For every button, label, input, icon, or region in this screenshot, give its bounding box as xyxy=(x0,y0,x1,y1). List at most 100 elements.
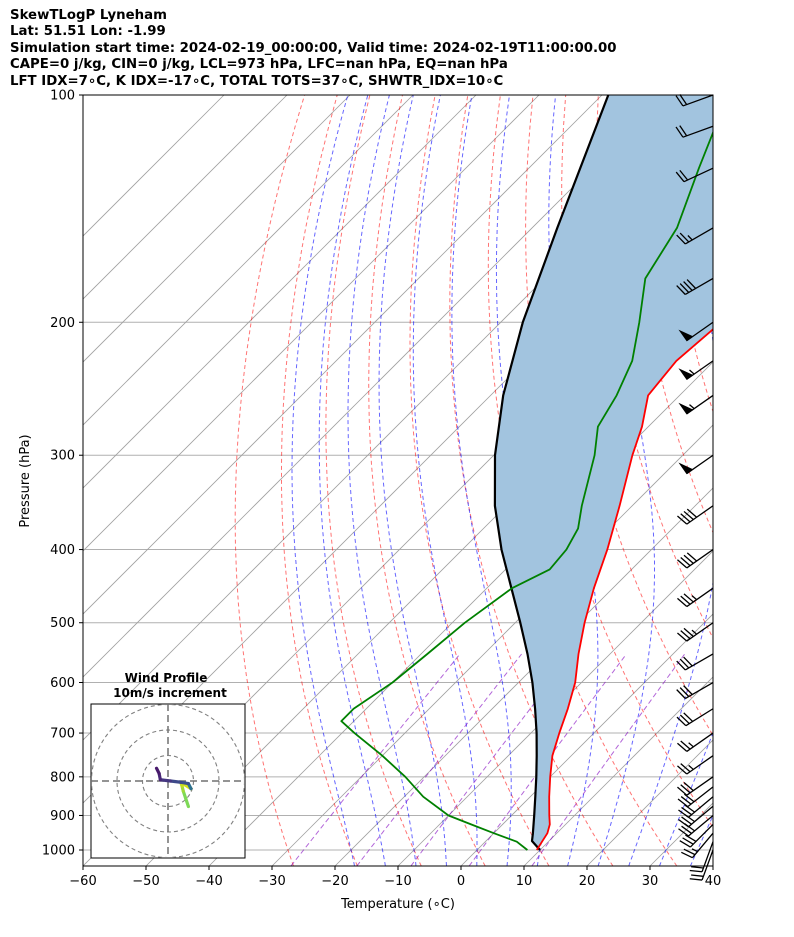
wind-barb xyxy=(676,653,714,671)
stability-indices-2: LFT IDX=7∘C, K IDX=-17∘C, TOTAL TOTS=37∘… xyxy=(10,73,504,89)
mixing-ratio-line xyxy=(290,653,461,866)
dry-adiabat-line xyxy=(449,95,614,866)
isotherm-line xyxy=(83,95,477,489)
wind-barb xyxy=(677,776,714,796)
y-tick-label: 1000 xyxy=(42,844,75,859)
wind-barb xyxy=(678,454,714,475)
x-tick-label: 40 xyxy=(705,874,722,889)
isotherm-line xyxy=(460,613,713,866)
wind-barb xyxy=(676,277,714,296)
dry-adiabat-line xyxy=(368,95,486,866)
x-tick-label: −60 xyxy=(69,874,96,889)
moist-adiabat-line xyxy=(378,95,447,866)
wind-barb xyxy=(676,681,714,700)
wind-barb xyxy=(689,841,714,873)
x-tick-label: −10 xyxy=(384,874,411,889)
dry-adiabat-line xyxy=(325,95,422,866)
chart-header: SkewTLogP Lyneham Lat: 51.51 Lon: -1.99 … xyxy=(10,8,617,90)
wind-barb xyxy=(679,823,714,848)
wind-barb xyxy=(678,321,714,342)
dry-adiabat-line xyxy=(234,95,306,866)
dry-adiabat-line xyxy=(409,95,550,866)
y-tick-label: 100 xyxy=(50,89,75,104)
wind-barb xyxy=(676,227,714,245)
station-coordinates: Lat: 51.51 Lon: -1.99 xyxy=(10,24,166,40)
dry-adiabat-line xyxy=(281,95,358,866)
x-tick-label: 30 xyxy=(642,874,659,889)
wind-barb xyxy=(678,394,714,415)
wind-barb xyxy=(675,125,714,138)
x-tick-label: −30 xyxy=(258,874,285,889)
wind-barb xyxy=(676,708,714,727)
x-axis-ticks: −60 −50 −40 −30 −20 −10 0 10 20 30 40 xyxy=(69,866,721,889)
sounding-profiles xyxy=(340,95,713,851)
wind-barbs xyxy=(675,93,714,881)
hodograph-title: Wind Profile xyxy=(125,671,208,685)
station-title: SkewTLogP Lyneham xyxy=(10,8,167,23)
isotherm-line xyxy=(397,550,713,866)
mixing-ratio-line xyxy=(468,653,627,866)
x-tick-label: 0 xyxy=(457,874,465,889)
isotherm-line xyxy=(523,676,713,866)
x-tick-label: 20 xyxy=(579,874,596,889)
isotherm-line xyxy=(776,95,794,866)
y-tick-label: 800 xyxy=(50,770,75,785)
hodograph-inset: Wind Profile 10m/s increment xyxy=(90,671,246,859)
hodograph-segment xyxy=(168,779,183,784)
y-tick-label: 600 xyxy=(50,676,75,691)
y-axis-label: Pressure (hPa) xyxy=(18,434,33,527)
isotherm-line xyxy=(83,95,540,552)
moist-adiabat-line xyxy=(291,95,355,866)
wind-barb xyxy=(678,805,714,828)
wind-barb xyxy=(677,622,714,642)
wind-barb xyxy=(677,505,714,525)
wind-barb xyxy=(677,549,714,569)
isotherm-line xyxy=(83,95,351,363)
y-tick-label: 900 xyxy=(50,809,75,824)
mixing-ratio-line xyxy=(356,653,522,866)
wind-barb xyxy=(681,832,714,859)
y-tick-label: 300 xyxy=(50,449,75,464)
x-tick-label: −20 xyxy=(321,874,348,889)
wind-barb xyxy=(675,167,714,183)
parcel-profile-line xyxy=(493,95,610,851)
moist-adiabat-line xyxy=(347,95,417,866)
cin-shaded-area xyxy=(494,95,713,850)
moist-adiabat-line xyxy=(721,78,794,866)
wind-barb xyxy=(677,732,714,752)
mixing-ratio-lines xyxy=(290,653,686,866)
y-tick-label: 700 xyxy=(50,727,75,742)
dry-adiabat-line xyxy=(630,95,713,534)
isotherm-line xyxy=(83,95,414,426)
x-axis-label: Temperature (∘C) xyxy=(340,897,455,912)
isotherm-line xyxy=(334,487,713,866)
wind-barb xyxy=(689,849,714,881)
temperature-profile-line xyxy=(536,328,713,851)
wind-barb xyxy=(675,93,714,107)
isotherm-line xyxy=(712,865,713,866)
isotherm-line xyxy=(83,95,603,615)
x-tick-label: 10 xyxy=(516,874,533,889)
isotherm-line xyxy=(271,424,713,866)
dry-adiabat-line xyxy=(761,95,794,866)
moist-adiabat-line xyxy=(451,95,512,866)
wind-barb xyxy=(677,587,714,608)
isotherm-line xyxy=(83,95,288,300)
y-tick-label: 400 xyxy=(50,543,75,558)
dewpoint-profile-line xyxy=(340,130,713,851)
x-tick-label: −40 xyxy=(195,874,222,889)
isotherm-line xyxy=(83,95,666,678)
wind-barb xyxy=(677,755,714,775)
moist-adiabat-line xyxy=(628,95,713,866)
wind-barb xyxy=(677,786,714,808)
y-axis-ticks: 100 200 300 400 500 600 700 800 900 1000 xyxy=(42,89,83,859)
y-tick-label: 200 xyxy=(50,316,75,331)
wind-barb xyxy=(678,360,714,380)
isotherm-line xyxy=(83,95,225,237)
moist-adiabat-line xyxy=(318,95,386,866)
hodograph-segment xyxy=(158,778,173,783)
hodograph-subtitle: 10m/s increment xyxy=(113,686,227,700)
dry-adiabat-line xyxy=(729,95,794,866)
hodograph-segment xyxy=(154,766,161,775)
